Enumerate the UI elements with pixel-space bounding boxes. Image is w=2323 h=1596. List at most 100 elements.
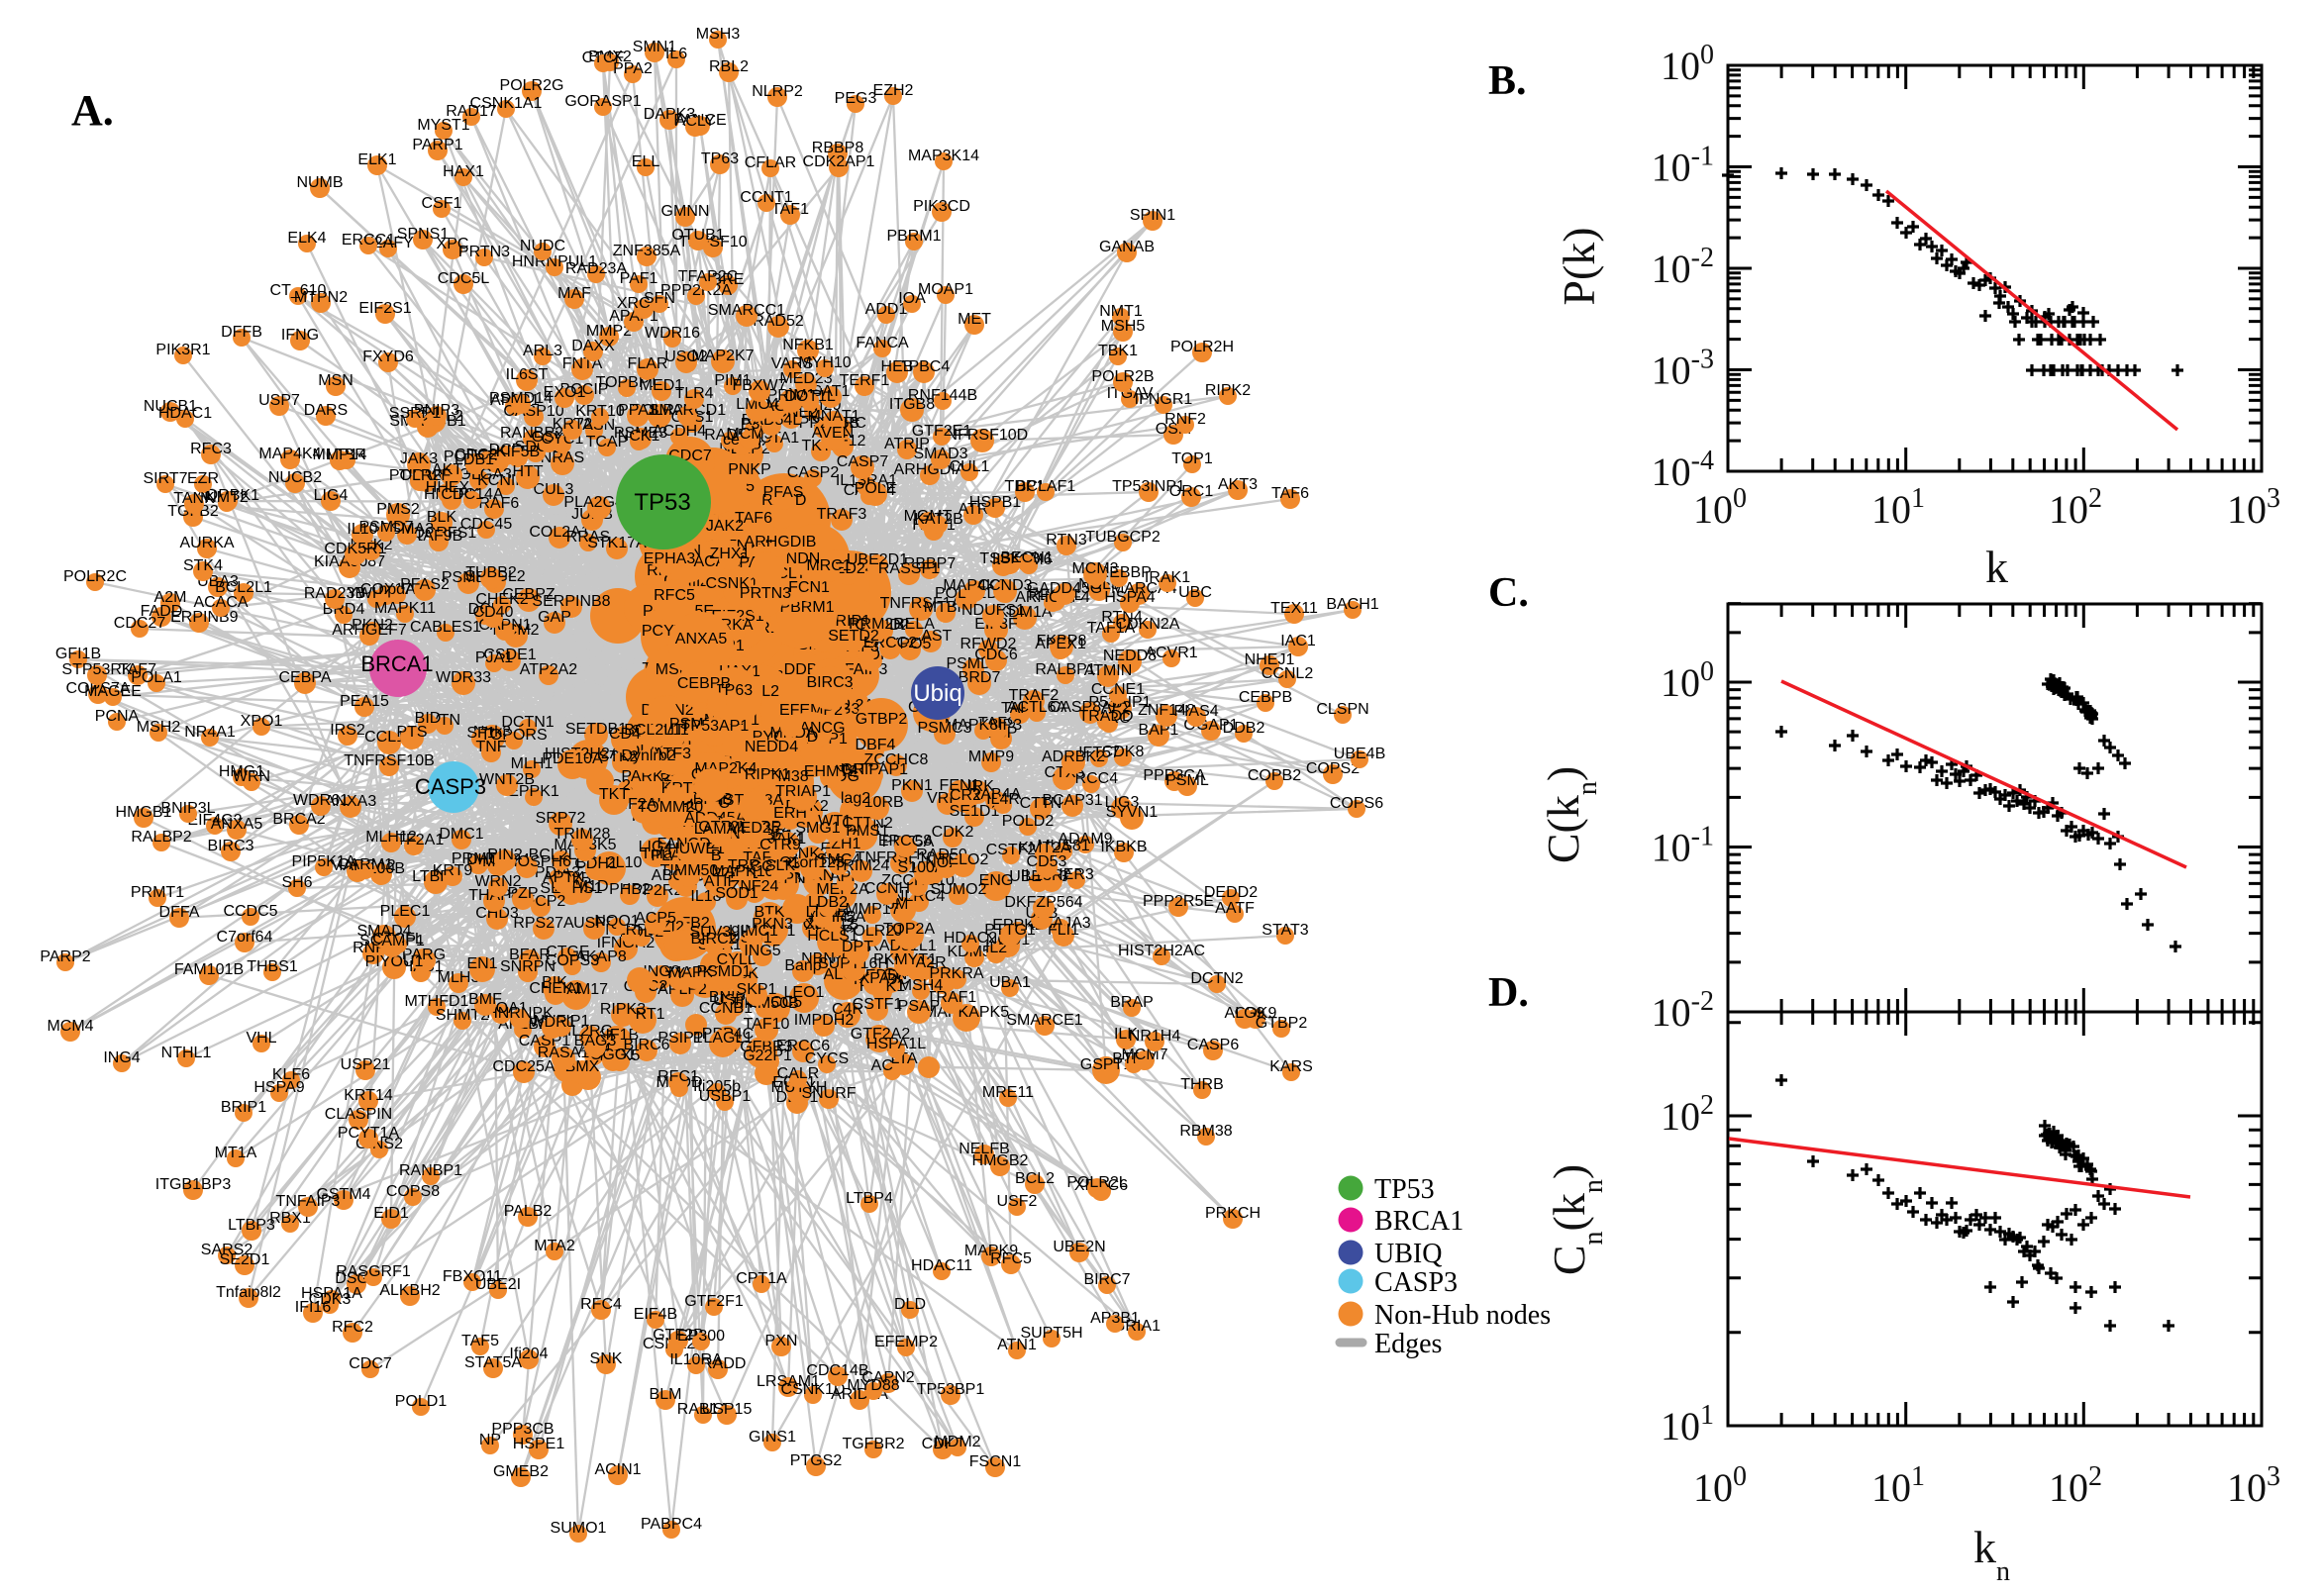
svg-text:UBIQ: UBIQ bbox=[1374, 1239, 1442, 1269]
svg-text:SF1: SF1 bbox=[466, 725, 495, 742]
svg-text:WDR33: WDR33 bbox=[436, 669, 491, 686]
svg-text:MAPK11: MAPK11 bbox=[374, 600, 436, 617]
svg-text:DKFZP564: DKFZP564 bbox=[1004, 894, 1082, 911]
svg-text:lag2: lag2 bbox=[841, 790, 870, 807]
svg-text:NRAS: NRAS bbox=[541, 449, 584, 466]
svg-text:CHEK1: CHEK1 bbox=[529, 980, 581, 997]
svg-text:CDK2: CDK2 bbox=[932, 824, 974, 841]
svg-text:IFNG: IFNG bbox=[281, 327, 319, 344]
svg-text:RIPK2: RIPK2 bbox=[1205, 382, 1251, 399]
svg-text:NR1H4: NR1H4 bbox=[1129, 1028, 1181, 1045]
svg-text:FSCN1: FSCN1 bbox=[969, 1453, 1022, 1470]
svg-text:TEX11: TEX11 bbox=[1270, 600, 1318, 617]
svg-text:MAF: MAF bbox=[557, 285, 591, 302]
svg-text:RALBP1: RALBP1 bbox=[1035, 661, 1095, 678]
svg-text:DCTN2: DCTN2 bbox=[1190, 970, 1243, 987]
svg-text:LRSAM1: LRSAM1 bbox=[757, 1373, 820, 1390]
svg-text:GRIPAP1: GRIPAP1 bbox=[841, 761, 908, 778]
svg-text:GMNN: GMNN bbox=[661, 203, 710, 220]
svg-text:SOD1: SOD1 bbox=[715, 885, 758, 902]
svg-text:EXO1: EXO1 bbox=[544, 384, 586, 401]
svg-text:BNIP3L: BNIP3L bbox=[160, 800, 215, 817]
svg-text:PEG3: PEG3 bbox=[835, 90, 877, 107]
svg-text:MNAT1: MNAT1 bbox=[807, 408, 859, 425]
svg-text:TBK1: TBK1 bbox=[1098, 343, 1138, 359]
svg-text:CSNK1D: CSNK1D bbox=[781, 1381, 846, 1398]
svg-text:CDC45: CDC45 bbox=[460, 516, 513, 533]
svg-text:MMP17: MMP17 bbox=[845, 901, 899, 918]
svg-text:AKAP8: AKAP8 bbox=[575, 948, 627, 965]
svg-text:THRB: THRB bbox=[1180, 1076, 1224, 1093]
svg-text:EPHA3: EPHA3 bbox=[644, 550, 696, 567]
svg-text:MTA2: MTA2 bbox=[534, 1238, 575, 1254]
svg-text:HIST2H2AC: HIST2H2AC bbox=[1118, 943, 1205, 959]
svg-text:MAP4K1: MAP4K1 bbox=[943, 577, 1005, 594]
svg-text:MSH5: MSH5 bbox=[1101, 318, 1146, 335]
svg-text:ADAM9: ADAM9 bbox=[1058, 831, 1112, 848]
svg-text:C7orf64: C7orf64 bbox=[217, 929, 273, 946]
svg-text:CFLAR: CFLAR bbox=[745, 154, 796, 171]
svg-text:ACLY: ACLY bbox=[675, 113, 716, 130]
svg-text:WDR61: WDR61 bbox=[293, 792, 349, 809]
svg-text:NEDD8: NEDD8 bbox=[1103, 648, 1157, 664]
svg-text:ZCCHC8: ZCCHC8 bbox=[864, 751, 929, 768]
svg-text:LDB1: LDB1 bbox=[454, 451, 494, 468]
svg-text:FCN1: FCN1 bbox=[788, 579, 830, 596]
svg-text:LMO4: LMO4 bbox=[736, 396, 779, 413]
svg-text:POLR2C: POLR2C bbox=[63, 568, 127, 585]
svg-text:WRN2: WRN2 bbox=[474, 873, 521, 890]
svg-text:NQO1: NQO1 bbox=[594, 913, 639, 930]
svg-text:PNKP: PNKP bbox=[728, 461, 771, 478]
svg-text:MCM5: MCM5 bbox=[726, 426, 772, 443]
svg-text:HAX1: HAX1 bbox=[443, 163, 484, 180]
svg-text:RAD23B: RAD23B bbox=[304, 585, 365, 602]
svg-text:XPA: XPA bbox=[859, 970, 890, 987]
svg-text:PCNA: PCNA bbox=[95, 708, 140, 725]
svg-text:TKT: TKT bbox=[599, 786, 629, 803]
svg-text:ZHX1: ZHX1 bbox=[710, 546, 751, 562]
svg-text:DDB2: DDB2 bbox=[1223, 720, 1265, 737]
svg-text:AURKA: AURKA bbox=[179, 535, 234, 551]
svg-text:KIF5B: KIF5B bbox=[496, 444, 540, 460]
svg-text:ACIN1: ACIN1 bbox=[594, 1461, 641, 1478]
svg-text:TOP1: TOP1 bbox=[1171, 450, 1213, 467]
svg-text:IL4R: IL4R bbox=[986, 791, 1020, 808]
svg-text:MSN: MSN bbox=[318, 372, 354, 389]
svg-text:HMGB2: HMGB2 bbox=[972, 1152, 1029, 1169]
svg-text:MTHFD1: MTHFD1 bbox=[405, 993, 469, 1010]
svg-text:NDUFS1: NDUFS1 bbox=[961, 602, 1025, 619]
svg-text:NUMB: NUMB bbox=[296, 174, 343, 191]
svg-text:GTF2A2: GTF2A2 bbox=[851, 1026, 911, 1043]
svg-text:RNF2: RNF2 bbox=[1164, 411, 1206, 428]
svg-text:ATR: ATR bbox=[959, 501, 989, 518]
svg-text:TRIAP1: TRIAP1 bbox=[775, 783, 831, 800]
svg-text:EIF2S1: EIF2S1 bbox=[358, 300, 411, 317]
svg-text:CR2: CR2 bbox=[950, 787, 981, 804]
svg-text:IL2RG: IL2RG bbox=[567, 1023, 613, 1040]
svg-text:DOT1L: DOT1L bbox=[784, 388, 836, 405]
svg-text:STAT3: STAT3 bbox=[1262, 922, 1309, 939]
svg-text:ILK: ILK bbox=[1114, 1026, 1138, 1043]
svg-text:HHEX: HHEX bbox=[426, 479, 470, 496]
svg-text:TNFAIP3: TNFAIP3 bbox=[276, 1193, 341, 1210]
svg-text:ZNF148: ZNF148 bbox=[1138, 702, 1195, 719]
svg-text:SHMT2: SHMT2 bbox=[436, 1007, 489, 1024]
svg-text:STK17A: STK17A bbox=[587, 535, 647, 551]
svg-text:XPC: XPC bbox=[437, 236, 469, 252]
svg-text:CDC27: CDC27 bbox=[114, 615, 166, 632]
svg-text:ARHGEF7: ARHGEF7 bbox=[332, 622, 407, 639]
svg-text:CLSPN: CLSPN bbox=[1316, 701, 1368, 718]
svg-text:GRIA1: GRIA1 bbox=[1113, 1318, 1161, 1335]
svg-text:PMS2: PMS2 bbox=[376, 501, 420, 518]
svg-text:CASP7: CASP7 bbox=[837, 453, 889, 470]
svg-text:AVEN: AVEN bbox=[812, 425, 854, 442]
svg-text:IER3: IER3 bbox=[1059, 866, 1094, 883]
svg-text:ACVR1: ACVR1 bbox=[1145, 645, 1197, 661]
svg-text:SMAD3: SMAD3 bbox=[913, 446, 967, 462]
svg-text:UIMC1: UIMC1 bbox=[729, 923, 778, 940]
svg-text:NMT1: NMT1 bbox=[1099, 303, 1143, 320]
svg-text:POLE: POLE bbox=[855, 480, 897, 497]
svg-text:IL6ST: IL6ST bbox=[506, 366, 549, 383]
svg-text:PPP3CB: PPP3CB bbox=[491, 1421, 554, 1438]
svg-text:WDR1: WDR1 bbox=[529, 1014, 575, 1031]
